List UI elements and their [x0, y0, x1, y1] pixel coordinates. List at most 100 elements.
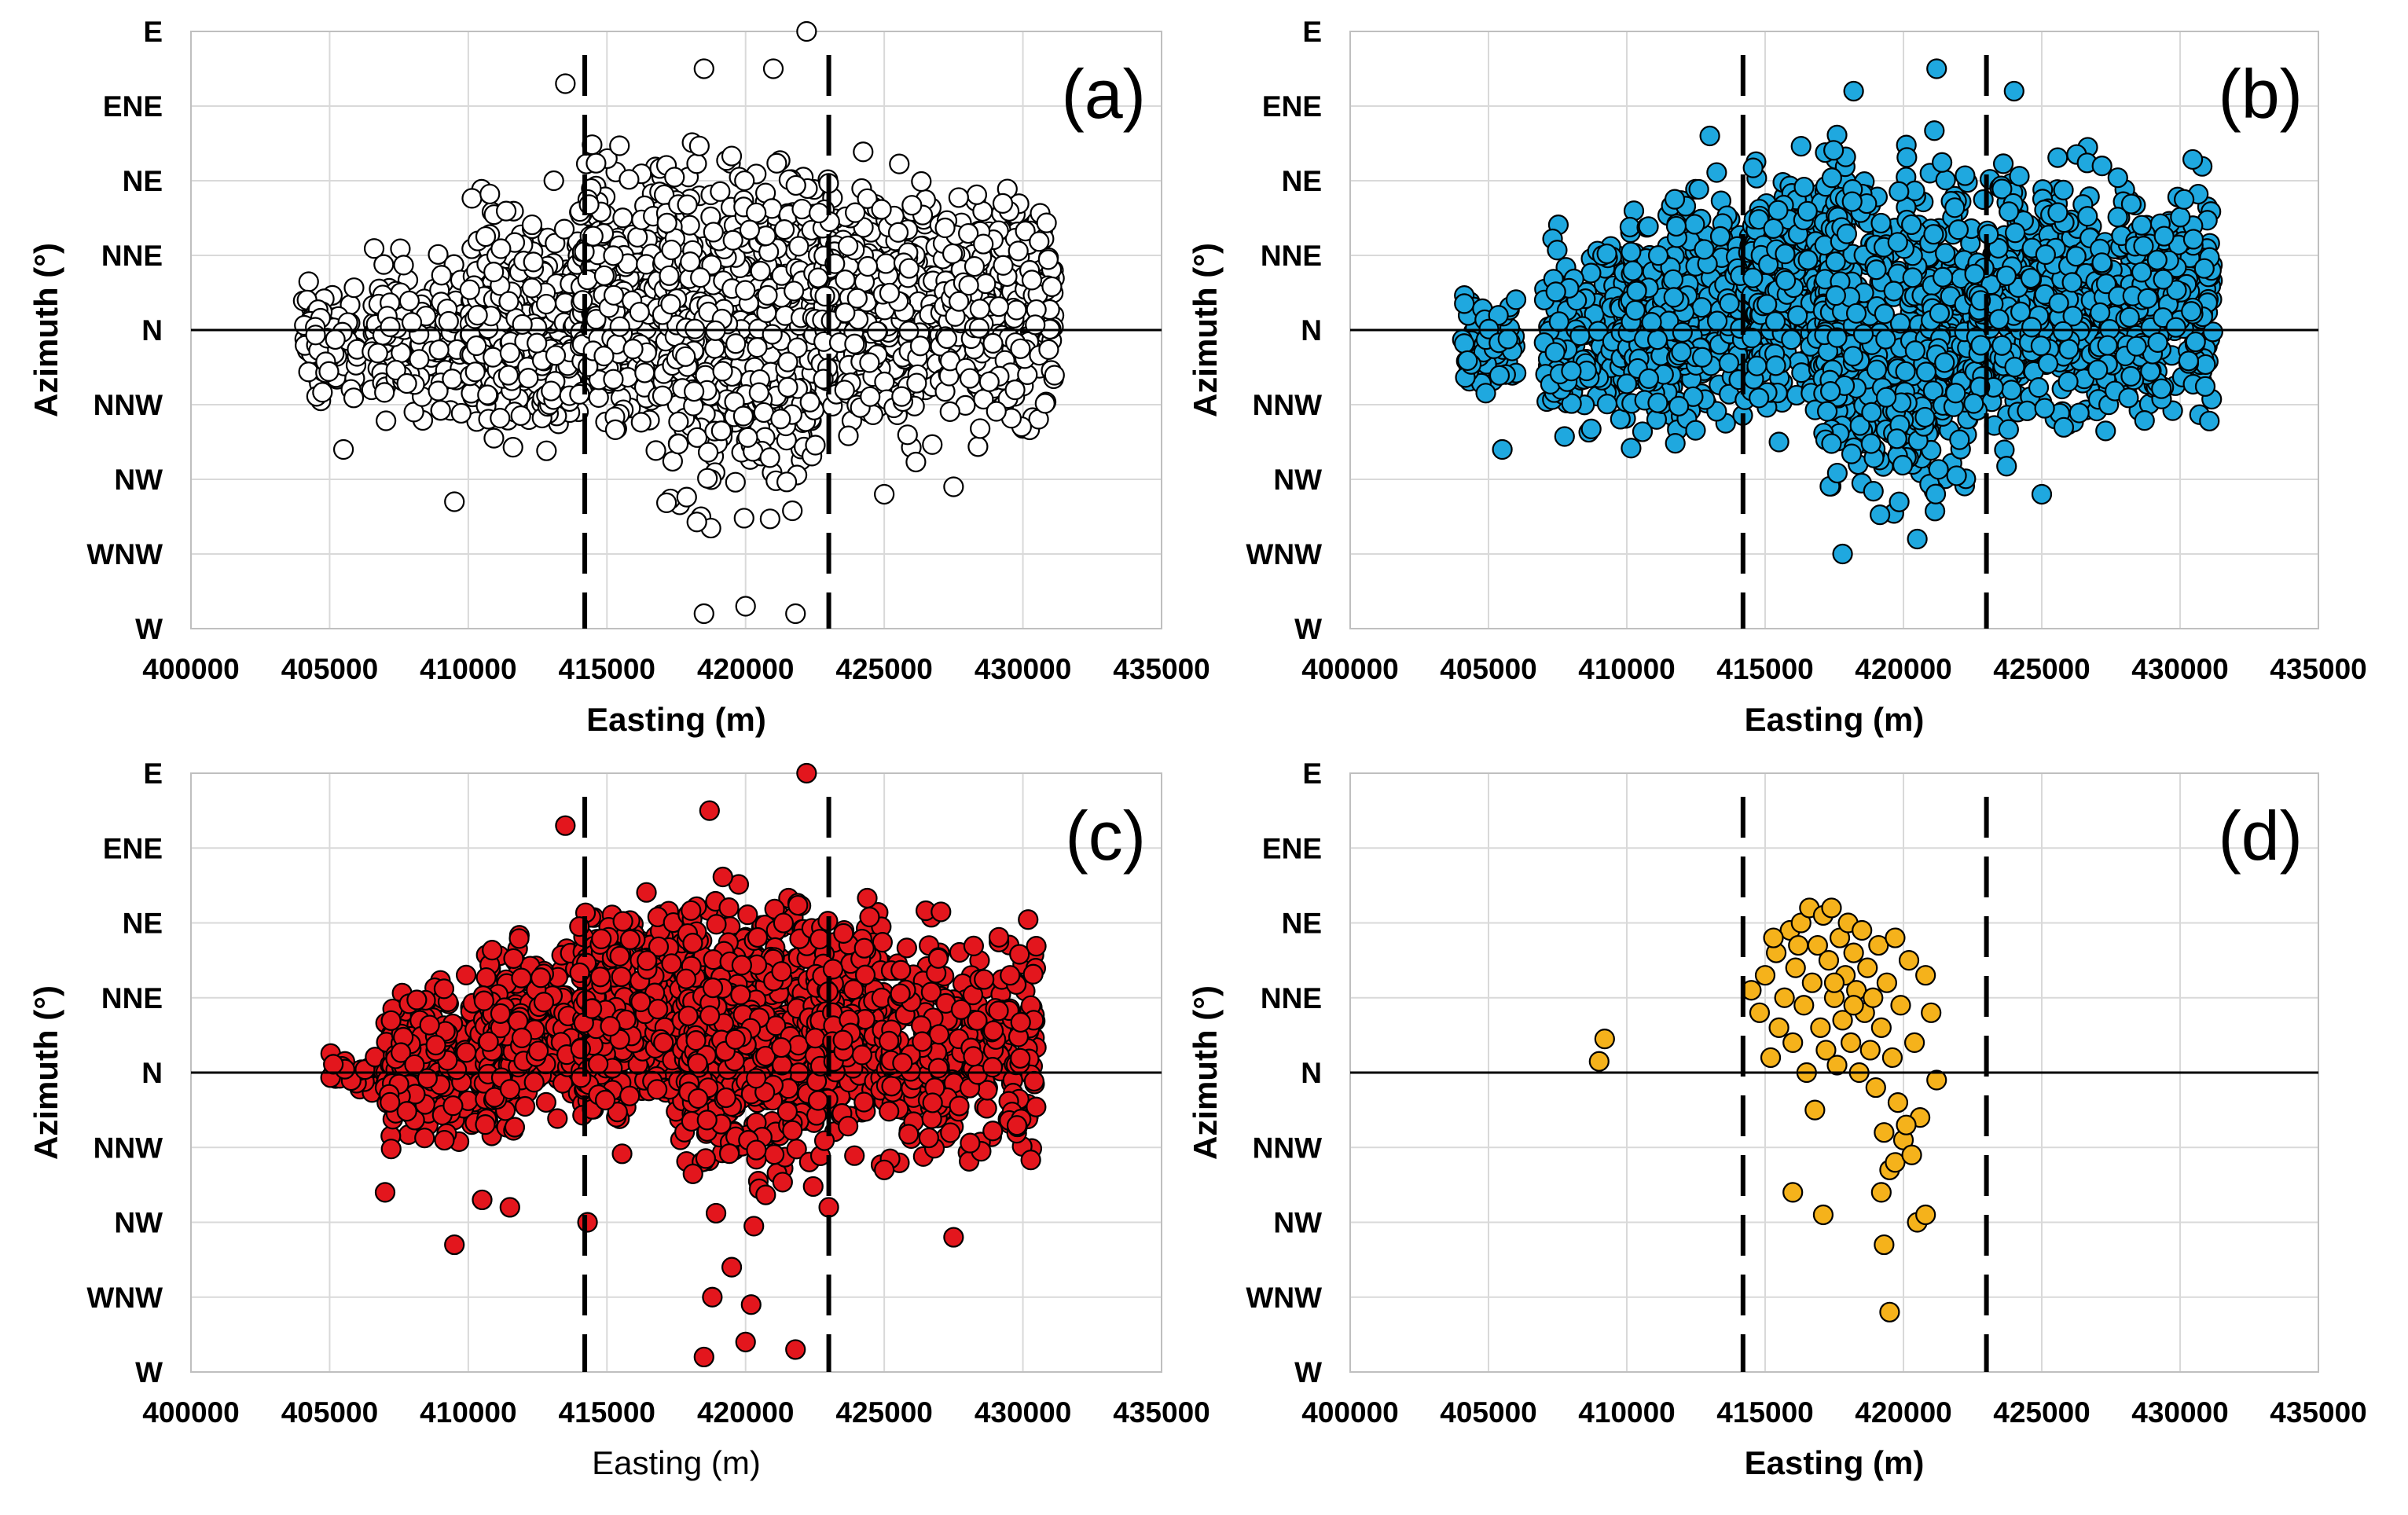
scatter-point	[483, 427, 505, 449]
scatter-point	[722, 229, 743, 251]
scatter-point	[1973, 189, 1994, 211]
scatter-point	[2003, 80, 2024, 102]
scatter-point	[2170, 207, 2191, 228]
scatter-point	[1632, 421, 1654, 442]
scatter-point	[2107, 167, 2128, 189]
scatter-point	[2119, 306, 2140, 328]
scatter-point	[1596, 243, 1617, 265]
scatter-point	[770, 409, 791, 430]
scatter-point	[380, 316, 401, 338]
scatter-point	[1706, 310, 1728, 332]
scatter-point	[363, 238, 385, 259]
y-tick-label: NE	[1282, 165, 1322, 197]
scatter-point	[737, 427, 758, 448]
scatter-point	[1718, 352, 1740, 374]
scatter-point	[1621, 241, 1642, 262]
x-tick-label: 430000	[975, 653, 1071, 685]
scatter-point	[499, 342, 520, 364]
scatter-point	[518, 368, 539, 389]
x-axis-title: Easting (m)	[1745, 701, 1925, 738]
scatter-point	[428, 380, 449, 402]
scatter-point	[2065, 246, 2087, 267]
scatter-point	[1662, 269, 1684, 290]
scatter-point	[2131, 262, 2153, 283]
scatter-point	[541, 380, 562, 402]
scatter-point	[1946, 465, 1967, 486]
scatter-point	[844, 333, 865, 354]
scatter-point	[1821, 167, 1842, 189]
scatter-point	[2053, 179, 2074, 200]
scatter-point	[986, 401, 1007, 422]
scatter-point	[1665, 433, 1686, 454]
scatter-point	[757, 284, 778, 306]
scatter-point	[2048, 292, 2069, 314]
scatter-point	[577, 269, 598, 291]
scatter-point	[684, 380, 705, 402]
scatter-point	[332, 438, 354, 460]
scatter-point	[690, 267, 711, 288]
scatter-point	[1861, 402, 1882, 423]
scatter-point	[1025, 314, 1046, 336]
scatter-point	[1823, 140, 1845, 161]
scatter-point	[2031, 483, 2053, 505]
scatter-point	[1580, 418, 1602, 439]
scatter-point	[1044, 365, 1065, 386]
y-tick-label: NNW	[94, 389, 163, 421]
scatter-point	[521, 277, 542, 299]
scatter-point	[2052, 321, 2074, 342]
x-tick-label: 410000	[1578, 653, 1675, 685]
scatter-point	[604, 419, 626, 440]
scatter-point	[1931, 152, 1953, 173]
scatter-point	[735, 596, 756, 617]
scatter-point	[791, 198, 813, 220]
scatter-point	[659, 265, 680, 286]
scatter-point	[545, 345, 567, 366]
scatter-point	[906, 372, 927, 394]
scatter-point	[1647, 245, 1669, 266]
scatter-point	[662, 450, 683, 472]
scatter-point	[2194, 376, 2216, 397]
scatter-point	[593, 265, 615, 286]
scatter-point	[1475, 383, 1496, 404]
scatter-point	[312, 382, 333, 403]
scatter-point	[1624, 299, 1646, 321]
scatter-point	[1626, 281, 1647, 302]
scatter-point	[483, 262, 505, 283]
x-tick-label: 425000	[835, 653, 932, 685]
scatter-point	[1492, 438, 1513, 460]
scatter-point	[1915, 361, 1937, 383]
y-axis-title: Azimuth (°)	[28, 243, 64, 417]
scatter-point	[609, 135, 630, 156]
scatter-point	[1767, 200, 1789, 221]
scatter-point	[970, 418, 991, 439]
y-tick-label: N	[141, 314, 163, 347]
scatter-point	[2057, 371, 2079, 392]
scatter-point	[988, 296, 1010, 317]
scatter-point	[430, 400, 451, 421]
scatter-point	[1892, 454, 1914, 476]
scatter-point	[1554, 426, 1575, 447]
scatter-point	[942, 243, 964, 265]
scatter-point	[627, 226, 648, 248]
scatter-point	[2165, 317, 2186, 338]
scatter-point	[1886, 428, 1907, 449]
scatter-point	[2035, 244, 2056, 266]
scatter-point	[1505, 289, 1527, 310]
scatter-point	[442, 369, 463, 390]
scatter-point	[762, 58, 784, 79]
scatter-point	[652, 385, 674, 406]
scatter-point	[318, 361, 340, 382]
y-tick-label: W	[1294, 613, 1322, 645]
scatter-point	[1933, 266, 1954, 288]
scatter-point	[1561, 361, 1582, 382]
scatter-point	[2131, 215, 2153, 236]
scatter-point	[874, 483, 895, 505]
scatter-point	[555, 73, 576, 94]
scatter-point	[943, 476, 964, 497]
scatter-point	[1749, 387, 1770, 409]
scatter-point	[973, 233, 994, 255]
scatter-point	[2091, 252, 2113, 273]
scatter-point	[414, 1128, 435, 1149]
scatter-point	[1768, 431, 1789, 453]
